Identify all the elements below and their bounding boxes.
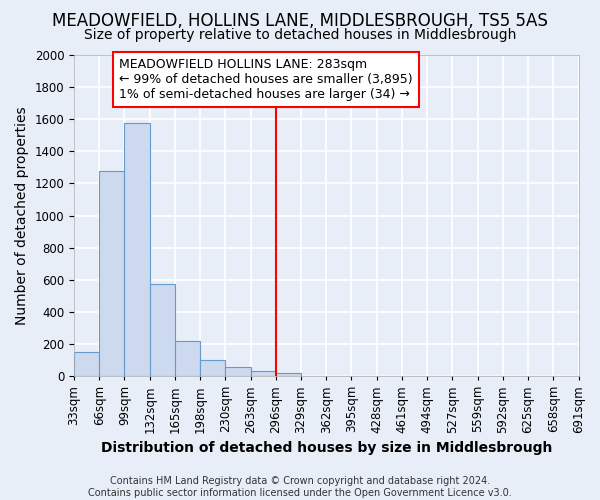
Text: MEADOWFIELD HOLLINS LANE: 283sqm
← 99% of detached houses are smaller (3,895)
1%: MEADOWFIELD HOLLINS LANE: 283sqm ← 99% o… [119,58,413,101]
Bar [149,284,175,376]
Text: MEADOWFIELD, HOLLINS LANE, MIDDLESBROUGH, TS5 5AS: MEADOWFIELD, HOLLINS LANE, MIDDLESBROUGH… [52,12,548,30]
Bar [251,371,276,376]
Bar [74,352,99,376]
Y-axis label: Number of detached properties: Number of detached properties [15,106,29,325]
Bar [99,172,124,376]
Text: Size of property relative to detached houses in Middlesbrough: Size of property relative to detached ho… [84,28,516,42]
Bar [175,340,200,376]
X-axis label: Distribution of detached houses by size in Middlesbrough: Distribution of detached houses by size … [101,441,552,455]
Bar [226,367,251,376]
Bar [200,360,226,376]
Text: Contains HM Land Registry data © Crown copyright and database right 2024.
Contai: Contains HM Land Registry data © Crown c… [88,476,512,498]
Bar [124,123,149,376]
Bar [276,373,301,376]
